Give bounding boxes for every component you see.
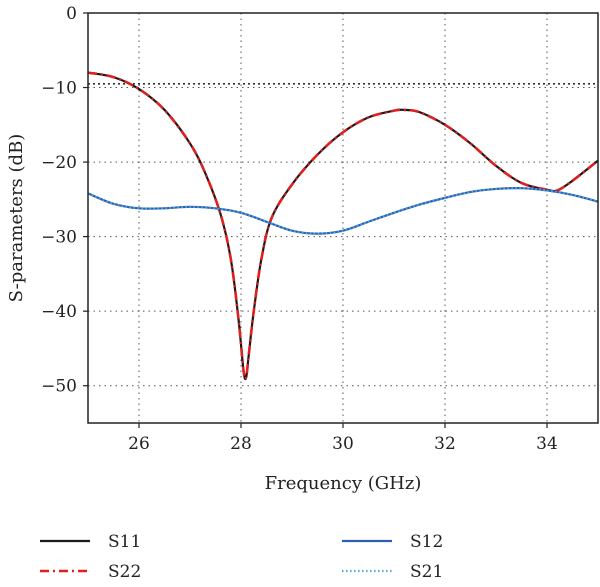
y-tick-label: −40: [41, 302, 77, 322]
series-line-s21: [87, 187, 599, 235]
x-axis-label: Frequency (GHz): [265, 473, 422, 494]
grid: [88, 13, 598, 423]
legend-label-s11: S11: [108, 532, 141, 552]
y-tick-label: −50: [41, 377, 77, 397]
x-tick-label: 32: [434, 434, 456, 454]
y-axis-label: S-parameters (dB): [6, 134, 27, 303]
y-tick-label: −20: [41, 153, 77, 173]
legend-label-s12: S12: [410, 532, 443, 552]
x-tick-label: 26: [128, 434, 150, 454]
x-tick-label: 34: [536, 434, 558, 454]
legend-label-s22: S22: [108, 562, 141, 582]
y-tick-label: −30: [41, 228, 77, 248]
ticks: 26 28 30 32 34 0 −10 −20 −30 −40 −50: [41, 4, 558, 454]
legend: S11 S22 S12 S21: [40, 532, 443, 582]
y-tick-label: 0: [66, 4, 77, 24]
y-tick-label: −10: [41, 79, 77, 99]
x-tick-label: 28: [230, 434, 252, 454]
x-tick-label: 30: [332, 434, 354, 454]
legend-label-s21: S21: [410, 562, 443, 582]
series-line-s22: [87, 71, 599, 381]
series-layer: [87, 71, 599, 381]
